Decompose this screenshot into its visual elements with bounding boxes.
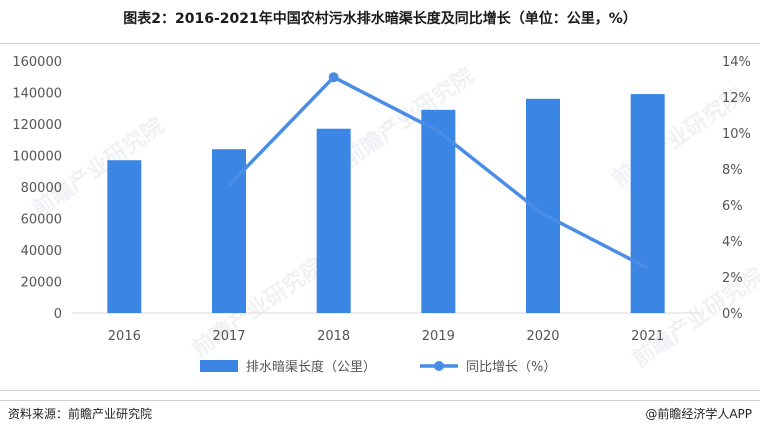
chart-title: 图表2：2016-2021年中国农村污水排水暗渠长度及同比增长（单位：公里，%） — [123, 11, 637, 27]
bar — [316, 128, 351, 313]
y-right-tick-label: 14% — [722, 55, 751, 70]
y-right-tick-label: 0% — [722, 307, 743, 322]
y-right-tick-label: 8% — [722, 163, 743, 178]
legend-bar-swatch — [200, 360, 238, 372]
y-left-tick-label: 100000 — [12, 150, 62, 165]
growth-point — [328, 72, 339, 83]
x-tick-label: 2018 — [317, 329, 350, 344]
legend-line-label: 同比增长（%） — [466, 360, 556, 375]
y-right-tick-label: 12% — [722, 91, 751, 106]
y-left-tick-label: 160000 — [12, 55, 62, 70]
y-left-tick-label: 140000 — [12, 87, 62, 102]
y-left-tick-label: 120000 — [12, 118, 62, 133]
y-right-tick-label: 2% — [722, 271, 743, 286]
growth-line — [227, 75, 649, 270]
legend-bar-label: 排水暗渠长度（公里） — [246, 359, 376, 375]
footer-divider — [0, 400, 760, 401]
credit-note: @前瞻经济学人APP — [645, 407, 752, 421]
bar — [421, 109, 456, 313]
x-tick-label: 2021 — [631, 329, 664, 344]
combo-chart: 0 20000 40000 60000 80000 100000 120000 140000 1… — [12, 55, 751, 375]
bar — [630, 94, 665, 313]
y-left-tick-label: 80000 — [21, 181, 62, 196]
chart-frame — [0, 43, 760, 391]
y-left-tick-label: 60000 — [21, 213, 62, 228]
y-left-tick-label: 40000 — [21, 244, 62, 259]
x-tick-label: 2020 — [526, 329, 559, 344]
legend-line-marker — [434, 361, 444, 371]
x-tick-label: 2019 — [422, 329, 455, 344]
bar — [107, 160, 142, 313]
x-tick-label: 2016 — [108, 329, 141, 344]
y-right-tick-label: 10% — [722, 127, 751, 142]
y-left-tick-label: 0 — [54, 307, 62, 322]
y-right-tick-label: 6% — [722, 199, 743, 214]
x-tick-label: 2017 — [212, 329, 245, 344]
bar — [212, 149, 246, 313]
y-right-tick-label: 4% — [722, 235, 743, 250]
y-left-tick-label: 20000 — [21, 276, 62, 291]
source-note: 资料来源：前瞻产业研究院 — [8, 407, 153, 421]
